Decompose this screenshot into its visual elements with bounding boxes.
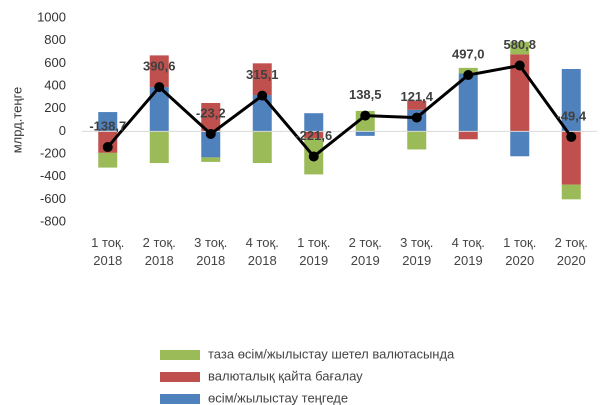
data-label: -138,7 <box>89 118 126 133</box>
data-label: -23,2 <box>196 105 226 120</box>
data-label: -49,4 <box>556 108 586 123</box>
data-label: 315,1 <box>246 67 279 82</box>
bar-segment <box>252 95 272 132</box>
x-tick-label: 3 тоқ. 2018 <box>194 235 228 268</box>
y-tick-label: -800 <box>40 213 66 228</box>
x-tick-label: 1 тоқ. 2020 <box>503 235 537 268</box>
line <box>106 63 573 159</box>
bar-segment <box>201 131 221 158</box>
bar-segment <box>458 73 478 132</box>
bar-segment <box>355 131 375 136</box>
line-point <box>566 131 577 142</box>
bar-segment <box>149 55 169 88</box>
legend-label: өсім/жылыстау теңгеде <box>208 390 348 405</box>
bar-segment <box>458 131 478 140</box>
x-tick-label: 2 тоқ. 2020 <box>554 235 588 268</box>
x-tick-label: 3 тоқ. 2019 <box>400 235 434 268</box>
legend-swatch <box>160 394 200 404</box>
line-point <box>154 82 165 93</box>
bar-segment <box>149 87 169 132</box>
x-tick-label: 1 тоқ. 2019 <box>297 235 331 268</box>
bar-segment <box>510 131 530 157</box>
bar-segment <box>252 63 272 96</box>
bar-segment <box>252 131 272 164</box>
bar-segment <box>561 131 581 185</box>
data-label: 390,6 <box>143 59 176 74</box>
legend-swatch <box>160 350 200 360</box>
y-axis-title: млрд.теңге <box>9 87 24 154</box>
y-tick-label: -600 <box>40 191 66 206</box>
y-tick-label: 0 <box>59 123 66 138</box>
bar-segment <box>407 131 427 150</box>
bar-segment <box>201 103 221 132</box>
legend-swatch <box>160 372 200 382</box>
bar-segment <box>561 184 581 200</box>
y-tick-label: -400 <box>40 168 66 183</box>
line-point <box>257 90 268 101</box>
y-tick-label: 1000 <box>37 9 66 24</box>
x-tick-label: 1 тоқ. 2018 <box>91 235 125 268</box>
bar-segment <box>98 152 118 168</box>
legend-label: валюталық қайта бағалау <box>208 368 363 383</box>
x-tick-label: 4 тоқ. 2018 <box>245 235 279 268</box>
bar-segment <box>304 131 324 139</box>
line-point <box>411 112 422 123</box>
line-point <box>463 70 474 81</box>
bar-segment <box>149 131 169 164</box>
data-label: 497,0 <box>452 46 485 61</box>
x-tick-label: 2 тоқ. 2019 <box>348 235 382 268</box>
bar-segment <box>407 100 427 110</box>
line-point <box>205 128 216 139</box>
y-tick-label: 800 <box>44 32 66 47</box>
line-point <box>514 60 525 71</box>
y-tick-label: 600 <box>44 55 66 70</box>
line-point <box>360 110 371 121</box>
data-label: 121,4 <box>400 89 433 104</box>
line-point <box>308 151 319 162</box>
data-label: 580,8 <box>503 37 536 52</box>
bar-segment <box>510 41 530 55</box>
y-tick-label: 400 <box>44 77 66 92</box>
line-point <box>102 142 113 153</box>
legend-label: таза өсім/жылыстау шетел валютасында <box>208 346 455 361</box>
data-label: -221,6 <box>295 128 332 143</box>
x-tick-label: 2 тоқ. 2018 <box>142 235 176 268</box>
x-tick-label: 4 тоқ. 2019 <box>451 235 485 268</box>
data-label: 138,5 <box>349 87 382 102</box>
y-tick-label: -200 <box>40 145 66 160</box>
bar-segment <box>201 157 221 162</box>
y-tick-label: 200 <box>44 100 66 115</box>
bar-segment <box>561 69 581 132</box>
bar-segment <box>98 112 118 132</box>
bar-segment <box>304 113 324 132</box>
